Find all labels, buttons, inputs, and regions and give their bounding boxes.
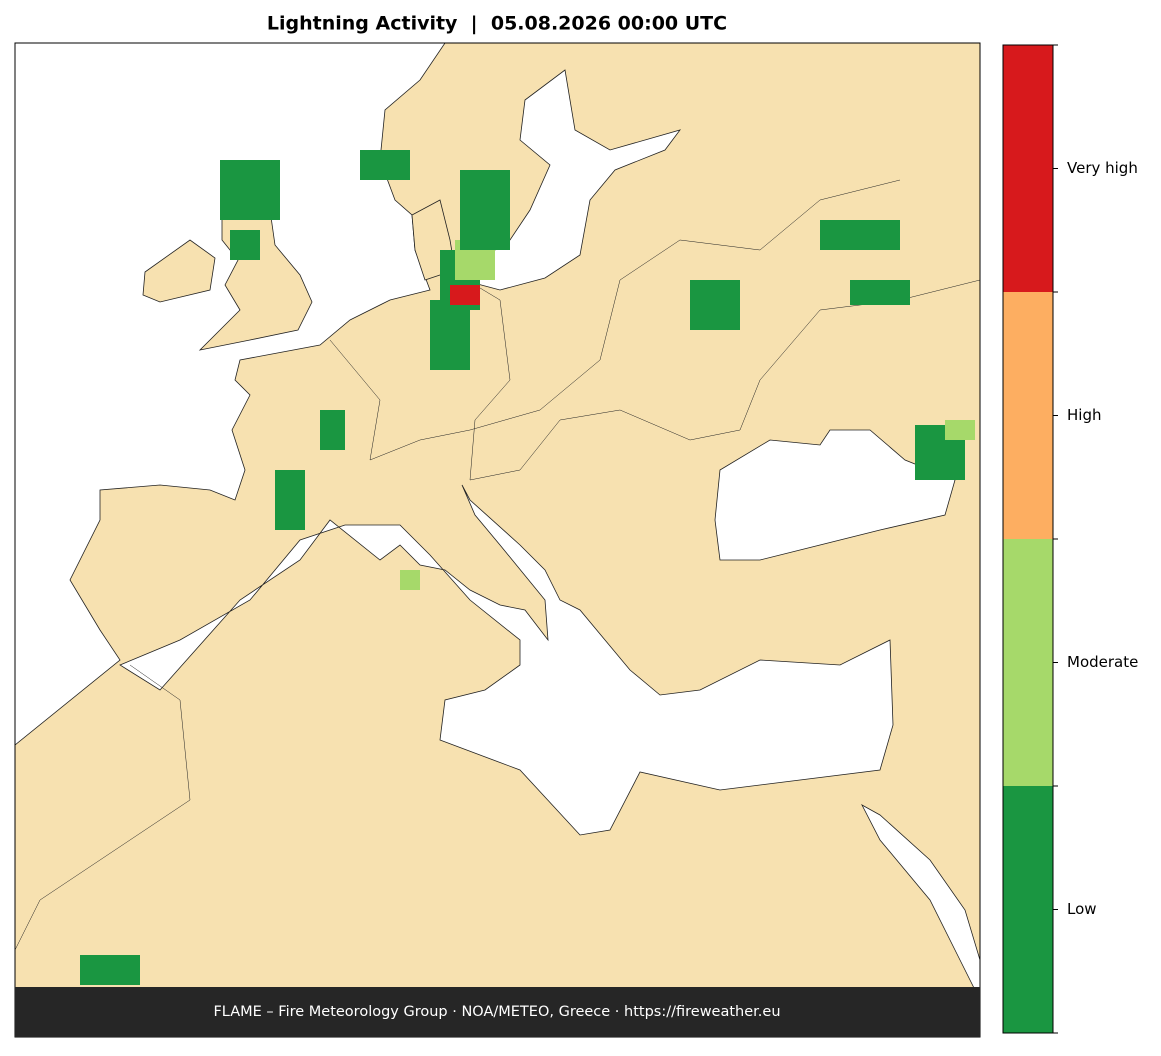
legend-frame — [1002, 44, 1054, 1034]
legend-label: Very high — [1067, 159, 1138, 177]
footer: FLAME – Fire Meteorology Group · NOA/MET… — [213, 1004, 780, 1020]
legend-swatch — [1003, 292, 1053, 539]
legend-label: Low — [1067, 900, 1097, 918]
title: Lightning Activity | 05.08.2026 00:00 UT… — [267, 13, 727, 35]
red-sea — [861, 804, 980, 1001]
legend-label: Moderate — [1067, 653, 1138, 671]
footer-bar — [15, 987, 980, 1037]
borders — [15, 664, 191, 951]
ireland — [142, 239, 216, 303]
legend: Low Moderate High Very high — [1002, 44, 1138, 1034]
black-sea — [714, 429, 956, 561]
lightning — [80, 150, 975, 985]
baltic — [469, 69, 682, 291]
borders — [469, 279, 980, 481]
mediterranean — [119, 484, 894, 836]
map — [14, 42, 981, 1038]
legend-label: High — [1067, 406, 1101, 424]
legend-swatch — [1003, 539, 1053, 786]
legend-swatch — [1003, 786, 1053, 1033]
legend-swatch — [1003, 45, 1053, 292]
borders — [329, 179, 901, 461]
